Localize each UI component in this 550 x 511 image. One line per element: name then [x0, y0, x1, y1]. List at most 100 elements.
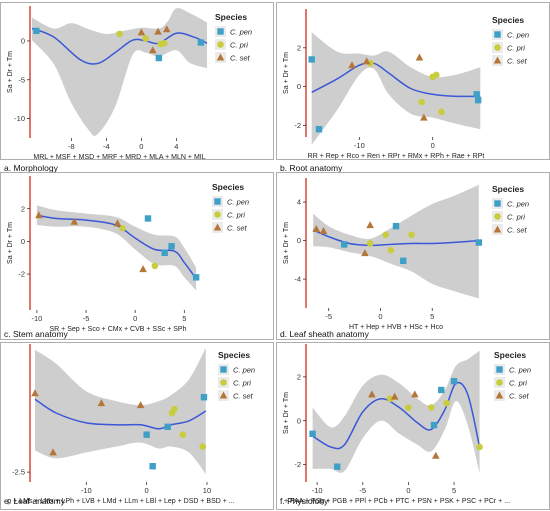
- x-tick-label: 0: [431, 141, 435, 150]
- y-tick-label: 0: [297, 82, 301, 91]
- data-point: [390, 392, 399, 400]
- legend-title: Species: [494, 350, 526, 360]
- y-axis-label: Sa + Dr + Tm: [7, 222, 14, 264]
- data-point: [476, 443, 483, 451]
- legend-title: Species: [215, 12, 247, 22]
- data-point: [119, 224, 126, 232]
- x-tick-label: -5: [325, 312, 332, 321]
- legend-label: C. pen: [233, 366, 255, 375]
- legend-label: C. pen: [507, 200, 529, 209]
- y-tick-label: -5: [18, 75, 25, 84]
- x-tick-label: 0: [133, 314, 137, 323]
- chart-panel-1: -8 -4 0 4 -10 -5 0 MRL + MSF + MSD + MRF + MRD …: [0, 2, 274, 173]
- legend-marker: [493, 225, 502, 233]
- confidence-band: [35, 347, 206, 475]
- x-tick-label: 4: [174, 142, 178, 151]
- fit-curve: [31, 27, 208, 65]
- data-point: [382, 231, 389, 239]
- legend-marker: [219, 391, 228, 399]
- panel-caption: c. Stem anatomy: [4, 329, 69, 339]
- legend-title: Species: [492, 184, 524, 194]
- x-tick-label: 10: [203, 486, 211, 495]
- data-point: [151, 262, 159, 270]
- data-point: [161, 249, 168, 257]
- data-point: [97, 399, 106, 407]
- legend-label: C. set: [507, 57, 528, 66]
- legend-label: C. set: [509, 392, 530, 401]
- data-point: [164, 423, 171, 430]
- chart-panel-3: -10 -5 0 5 -2 0 2 SR + Sep + Sco + CMx + CVB + …: [0, 172, 274, 340]
- x-tick-label: -10: [312, 486, 323, 495]
- data-point: [438, 386, 445, 394]
- data-point: [179, 431, 187, 438]
- data-point: [113, 219, 122, 227]
- x-tick-label: 5: [452, 486, 456, 495]
- data-point: [368, 390, 376, 398]
- y-tick-label: -2: [294, 460, 301, 469]
- chart-panel-5: -10 0 10 -2.5 p + LMs + LMx + LPh + LVB + LM…: [0, 342, 274, 510]
- data-point: [136, 401, 145, 409]
- data-point: [405, 404, 412, 411]
- legend-label: C. pri: [507, 44, 525, 53]
- legend-marker: [216, 53, 225, 61]
- legend-label: C. pen: [230, 28, 252, 37]
- data-point: [430, 421, 438, 429]
- legend-label: C. pen: [509, 366, 531, 375]
- data-point: [418, 98, 425, 106]
- x-tick-label: -4: [103, 142, 110, 151]
- x-axis-label: p + LMs + LMx + LPh + LVB + LMd + LLm + …: [7, 498, 234, 505]
- data-point: [408, 231, 415, 239]
- legend-label: C. pen: [507, 31, 529, 40]
- confidence-band: [311, 32, 481, 145]
- legend-marker: [214, 198, 221, 205]
- x-tick-label: 0: [378, 312, 382, 321]
- data-point: [171, 405, 178, 413]
- x-tick-label: -10: [81, 486, 92, 495]
- legend-marker: [220, 366, 227, 373]
- legend-label: C. set: [233, 392, 254, 401]
- data-point: [431, 451, 440, 459]
- y-tick-label: -10: [14, 114, 25, 123]
- legend-marker: [494, 213, 501, 220]
- x-tick-label: 5: [182, 314, 186, 323]
- data-point: [162, 25, 171, 33]
- x-axis-label: MRL + MSF + MSD + MRF + MRD + MLA + MLN …: [33, 154, 205, 161]
- legend-marker: [494, 200, 501, 207]
- data-point: [415, 53, 424, 61]
- chart-panel-4: -5 0 5 -4 0 4 HT + Hep + HVB + HSc + Hco Sa + D…: [276, 172, 550, 340]
- data-point: [386, 395, 394, 403]
- data-point: [197, 39, 205, 46]
- confidence-band: [32, 7, 207, 136]
- confidence-band: [313, 184, 479, 299]
- legend-marker: [217, 41, 224, 48]
- data-point: [70, 217, 79, 225]
- data-point: [334, 463, 341, 470]
- legend-label: C. pri: [230, 41, 248, 50]
- data-point: [312, 225, 321, 233]
- legend-marker: [213, 223, 222, 231]
- data-point: [473, 91, 480, 98]
- x-tick-label: -5: [83, 314, 90, 323]
- y-tick-label: -2.5: [12, 468, 25, 477]
- data-point: [144, 215, 152, 222]
- data-point: [142, 35, 150, 42]
- data-point: [341, 241, 348, 248]
- data-point: [192, 274, 200, 281]
- data-point: [148, 46, 157, 54]
- x-axis-label: RR + Rep + Rco + Ren + RPr + RMx + RPh +…: [308, 153, 485, 160]
- data-point: [116, 30, 123, 38]
- y-tick-label: 2: [297, 43, 301, 52]
- confidence-band: [312, 350, 480, 474]
- data-point: [154, 27, 162, 35]
- data-point: [160, 39, 168, 47]
- data-point: [450, 378, 458, 385]
- chart-panel-2: -10 0 -2 0 2 RR + Rep + Rco + Ren + RPr + RMx…: [276, 2, 550, 173]
- panel-caption: e. Leaf anatomy: [4, 496, 66, 506]
- legend-marker: [494, 44, 501, 51]
- legend-label: C. pri: [227, 211, 245, 220]
- data-point: [137, 28, 146, 36]
- y-tick-label: 0: [297, 416, 301, 425]
- x-tick-label: -5: [359, 486, 366, 495]
